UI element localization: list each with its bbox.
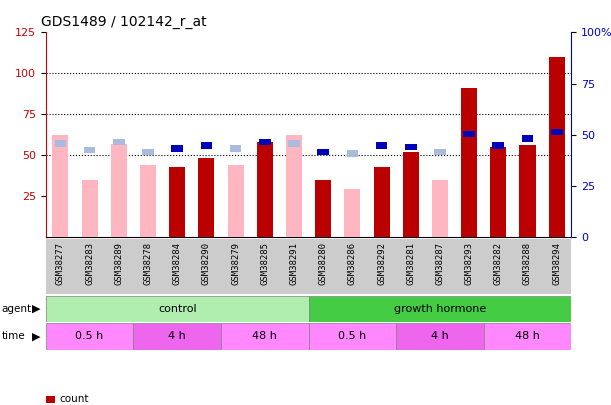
Bar	[309, 323, 396, 350]
Bar	[140, 165, 156, 237]
Bar	[376, 142, 387, 149]
Text: GDS1489 / 102142_r_at: GDS1489 / 102142_r_at	[40, 15, 206, 29]
Text: GSM38280: GSM38280	[319, 242, 327, 285]
Text: GSM38282: GSM38282	[494, 242, 503, 285]
Bar	[46, 323, 133, 350]
Bar	[200, 142, 212, 149]
Bar	[257, 142, 273, 237]
Bar	[403, 152, 419, 237]
Bar	[317, 149, 329, 155]
Text: 48 h: 48 h	[515, 331, 540, 341]
Bar	[133, 323, 221, 350]
Text: ▶: ▶	[32, 304, 40, 314]
Text: GSM38290: GSM38290	[202, 242, 211, 285]
Bar	[171, 145, 183, 152]
Text: GSM38286: GSM38286	[348, 242, 357, 285]
Text: 4 h: 4 h	[168, 331, 186, 341]
Text: control: control	[158, 304, 197, 314]
Bar	[434, 149, 446, 155]
Bar	[522, 136, 533, 142]
Bar	[373, 166, 390, 237]
Bar	[227, 165, 244, 237]
Bar	[490, 147, 507, 237]
Bar	[551, 129, 563, 136]
Text: growth hormone: growth hormone	[394, 304, 486, 314]
Bar	[111, 144, 127, 237]
Bar	[84, 147, 95, 153]
Bar	[315, 180, 331, 237]
Bar	[169, 166, 185, 237]
Bar	[463, 130, 475, 137]
Bar	[345, 190, 360, 237]
Text: GSM38293: GSM38293	[464, 242, 474, 285]
Text: GSM38288: GSM38288	[523, 242, 532, 285]
Text: agent: agent	[1, 304, 31, 314]
Text: 0.5 h: 0.5 h	[76, 331, 104, 341]
Text: GSM38279: GSM38279	[231, 242, 240, 285]
Text: GSM38278: GSM38278	[144, 242, 153, 285]
Text: GSM38277: GSM38277	[56, 242, 65, 285]
Text: GSM38294: GSM38294	[552, 242, 561, 285]
Text: GSM38289: GSM38289	[114, 242, 123, 285]
Text: GSM38283: GSM38283	[85, 242, 94, 285]
Text: count: count	[59, 394, 89, 404]
Text: GSM38284: GSM38284	[173, 242, 181, 285]
Bar	[309, 296, 571, 322]
Bar	[549, 57, 565, 237]
Text: 0.5 h: 0.5 h	[338, 331, 367, 341]
Bar	[53, 136, 68, 237]
Bar	[286, 136, 302, 237]
Bar	[288, 141, 300, 147]
Bar	[142, 149, 154, 155]
Text: GSM38281: GSM38281	[406, 242, 415, 285]
Bar	[230, 145, 241, 152]
Bar	[199, 158, 214, 237]
Bar	[259, 139, 271, 145]
Bar	[54, 141, 66, 147]
Text: ▶: ▶	[32, 331, 40, 341]
Text: time: time	[1, 331, 25, 341]
Bar	[484, 323, 571, 350]
Bar	[519, 145, 535, 237]
Bar	[113, 139, 125, 145]
Bar	[461, 88, 477, 237]
Bar	[492, 142, 504, 149]
Text: GSM38291: GSM38291	[290, 242, 298, 285]
Text: GSM38287: GSM38287	[436, 242, 444, 285]
Bar	[432, 180, 448, 237]
Bar	[46, 296, 309, 322]
Bar	[346, 150, 358, 157]
Bar	[82, 180, 98, 237]
Text: 48 h: 48 h	[252, 331, 277, 341]
Bar	[396, 323, 484, 350]
Text: 4 h: 4 h	[431, 331, 449, 341]
Text: GSM38292: GSM38292	[377, 242, 386, 285]
Bar	[405, 144, 417, 150]
Bar	[221, 323, 309, 350]
Text: GSM38285: GSM38285	[260, 242, 269, 285]
